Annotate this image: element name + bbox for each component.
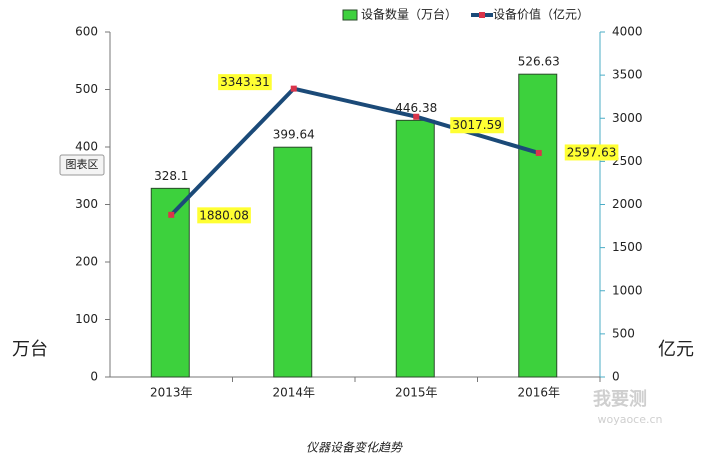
legend-label: 设备数量（万台） — [361, 7, 457, 22]
y2-tick-label: 3500 — [612, 68, 643, 82]
bar — [273, 146, 313, 378]
caption: 仪器设备变化趋势 — [306, 441, 403, 455]
watermark-brand: 我要测 — [593, 388, 647, 410]
line-value-label: 3017.59 — [452, 118, 502, 132]
y2-tick-label: 500 — [612, 326, 635, 340]
bar-value-label: 526.63 — [518, 55, 560, 69]
line-marker — [290, 85, 297, 92]
line-label-bg — [450, 117, 504, 134]
line-marker — [413, 113, 420, 120]
y2-tick-label: 2000 — [612, 197, 643, 211]
y2-tick-label: 1000 — [612, 283, 643, 297]
legend-swatch — [342, 9, 358, 21]
y-tick-label: 300 — [75, 197, 98, 211]
bar-value-label: 328.1 — [154, 169, 188, 183]
line-marker — [535, 149, 542, 156]
y2-axis-title: 亿元 — [658, 339, 694, 360]
y-tick-label: 100 — [75, 312, 98, 326]
line-label-bg — [197, 207, 251, 224]
line-marker — [168, 211, 175, 218]
y2-tick-label: 2500 — [612, 154, 643, 168]
y2-tick-label: 1500 — [612, 240, 643, 254]
y2-tick-label: 0 — [612, 370, 620, 384]
legend-label: 设备价值（亿元） — [493, 7, 589, 22]
bar-value-label: 399.64 — [273, 128, 315, 142]
x-tick-label: 2014年 — [272, 386, 315, 400]
tooltip-box — [59, 154, 105, 176]
line-value-label: 2597.63 — [567, 145, 617, 159]
y-tick-label: 600 — [75, 25, 98, 39]
x-tick-label: 2015年 — [395, 386, 438, 400]
watermark-url: woyaoce.cn — [597, 413, 662, 426]
legend-marker — [479, 12, 486, 18]
line-value-label: 3343.31 — [220, 75, 270, 89]
bar — [395, 119, 435, 378]
line — [169, 86, 540, 217]
y-axis-title: 万台 — [12, 339, 48, 360]
bar — [150, 187, 190, 378]
x-tick-label: 2013年 — [150, 386, 193, 400]
line-value-label: 1880.08 — [199, 208, 249, 222]
line-label-bg — [218, 74, 272, 91]
y-tick-label: 400 — [75, 140, 98, 154]
bar-value-label: 446.38 — [395, 101, 437, 115]
line-label-bg — [564, 144, 619, 161]
tooltip: 图表区 — [66, 157, 99, 171]
x-tick-label: 2016年 — [517, 386, 560, 400]
y-tick-label: 500 — [75, 82, 98, 96]
y2-tick-label: 4000 — [612, 25, 643, 39]
bar — [518, 73, 558, 378]
y2-tick-label: 3000 — [612, 111, 643, 125]
y-tick-label: 0 — [90, 370, 98, 384]
y-tick-label: 200 — [75, 255, 98, 269]
